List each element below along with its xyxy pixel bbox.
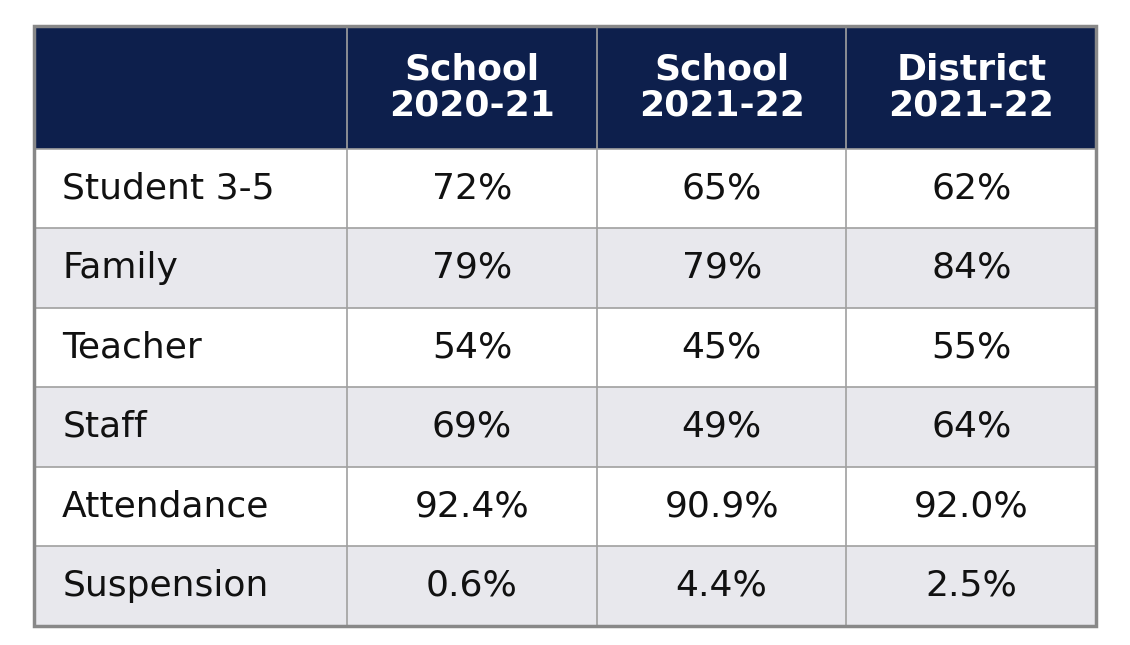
Bar [34,387,347,467]
Text: 0.6%: 0.6% [426,569,518,603]
Bar [347,228,597,308]
Bar [34,467,347,546]
Text: School: School [654,52,789,86]
Bar [597,308,846,387]
Bar [597,546,846,626]
Text: 69%: 69% [432,410,512,444]
Bar [846,26,1096,149]
Bar [846,149,1096,228]
Text: 49%: 49% [681,410,762,444]
Text: 2021-22: 2021-22 [638,88,805,123]
Bar [597,26,846,149]
Text: 79%: 79% [432,251,512,285]
Bar [34,26,347,149]
Text: 65%: 65% [681,172,762,206]
Text: 4.4%: 4.4% [676,569,767,603]
Bar [846,546,1096,626]
Text: 2020-21: 2020-21 [389,88,555,123]
Text: Attendance: Attendance [62,490,270,524]
Text: Student 3-5: Student 3-5 [62,172,275,206]
Bar [846,387,1096,467]
Bar [846,467,1096,546]
Bar [597,467,846,546]
Text: 90.9%: 90.9% [664,490,779,524]
Text: 92.0%: 92.0% [914,490,1028,524]
Bar [597,387,846,467]
Bar [347,308,597,387]
Text: Family: Family [62,251,179,285]
Text: 62%: 62% [931,172,1011,206]
Text: 84%: 84% [931,251,1011,285]
Text: 79%: 79% [681,251,762,285]
Text: Suspension: Suspension [62,569,269,603]
Bar [34,228,347,308]
Bar [347,387,597,467]
Text: 2.5%: 2.5% [925,569,1017,603]
Bar [34,308,347,387]
Text: 54%: 54% [432,330,512,364]
Bar [34,546,347,626]
Text: 64%: 64% [931,410,1011,444]
Text: 92.4%: 92.4% [415,490,530,524]
Bar [347,26,597,149]
Text: 72%: 72% [432,172,512,206]
Text: Teacher: Teacher [62,330,202,364]
Bar [347,149,597,228]
Bar [347,467,597,546]
Text: 2021-22: 2021-22 [888,88,1054,123]
Text: District: District [896,52,1046,86]
Text: Staff: Staff [62,410,147,444]
Bar [34,149,347,228]
Text: School: School [405,52,540,86]
Bar [846,228,1096,308]
Bar [597,228,846,308]
Text: 45%: 45% [681,330,762,364]
Bar [597,149,846,228]
Text: 55%: 55% [931,330,1011,364]
Bar [846,308,1096,387]
Bar [347,546,597,626]
